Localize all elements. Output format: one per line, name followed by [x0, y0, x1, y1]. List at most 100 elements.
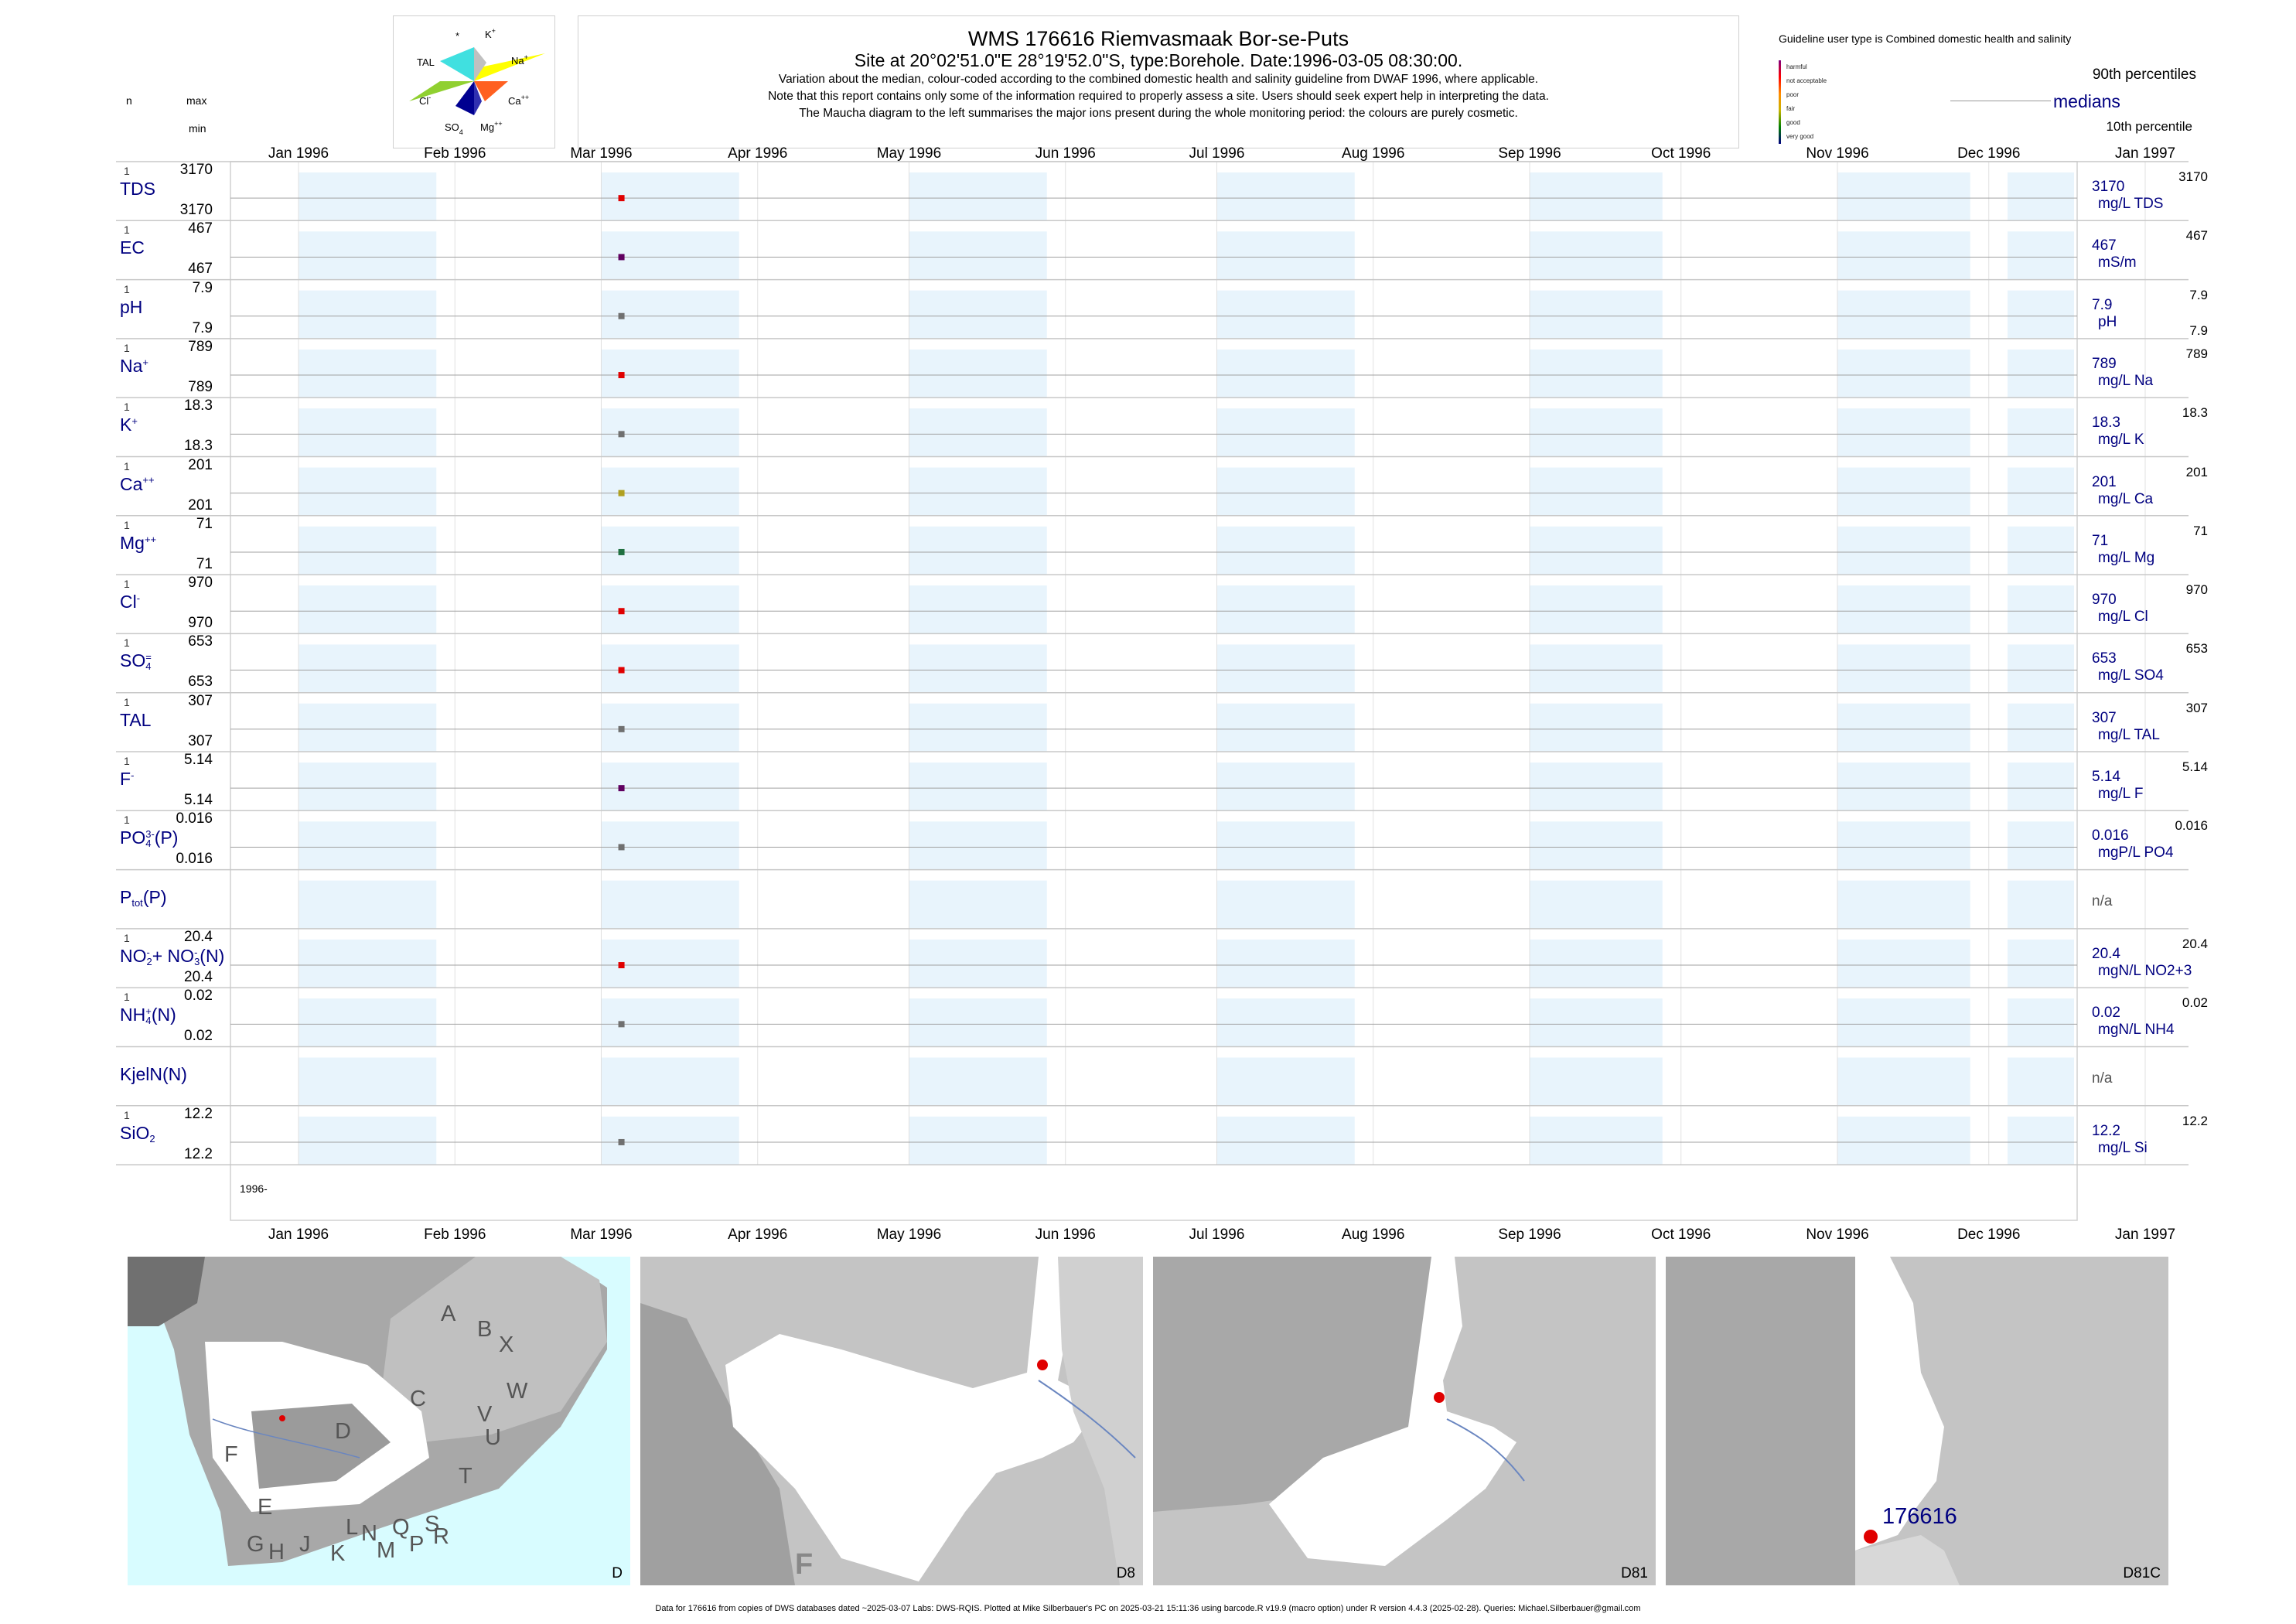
row-value-13: 20.4	[2092, 945, 2120, 962]
row-value-4: 18.3	[2092, 415, 2120, 432]
x-tick-label-bottom: Oct 1996	[1651, 1227, 1711, 1243]
month-band	[1216, 644, 1355, 693]
maucha-so4-wedge	[455, 81, 474, 115]
month-band	[1530, 408, 1663, 457]
month-band	[1837, 644, 1970, 693]
row-label-10: F-	[120, 769, 135, 789]
row-n-14: 1	[124, 991, 130, 1004]
maucha-tal-wedge	[440, 47, 474, 81]
x-tick-label-top: Jan 1997	[2115, 145, 2175, 162]
row-min-1: 467	[188, 261, 213, 278]
month-band	[1216, 1057, 1355, 1106]
data-point	[618, 312, 625, 319]
map-region-letter: A	[441, 1302, 456, 1326]
month-band	[299, 821, 437, 870]
maucha-na-label: Na+	[511, 53, 528, 67]
x-tick-label-bottom: Nov 1996	[1806, 1227, 1868, 1243]
row-p90-3: 789	[2185, 346, 2208, 361]
data-point	[618, 372, 625, 379]
row-n-13: 1	[124, 931, 130, 944]
data-point	[618, 962, 625, 969]
month-band	[909, 880, 1047, 929]
row-max-2: 7.9	[192, 279, 213, 296]
row-n-16: 1	[124, 1108, 130, 1121]
title-box: WMS 176616 Riemvasmaak Bor-se-Puts Site …	[578, 15, 1739, 148]
row-min-13: 20.4	[184, 968, 213, 985]
map-d8-label: D8	[1116, 1565, 1135, 1581]
row-p90-6: 71	[2193, 523, 2208, 538]
month-band	[1837, 231, 1970, 280]
data-point	[618, 725, 625, 732]
map-region-letter: G	[247, 1532, 264, 1557]
month-band	[2008, 644, 2074, 693]
month-band	[1216, 290, 1355, 339]
month-band	[2008, 526, 2074, 575]
row-n-11: 1	[124, 814, 130, 827]
map-region-letter: E	[258, 1495, 273, 1520]
month-band	[2008, 349, 2074, 398]
row-label-9: TAL	[120, 709, 152, 730]
title-note-3: The Maucha diagram to the left summarise…	[799, 107, 1518, 120]
month-band	[1530, 467, 1663, 516]
row-n-4: 1	[124, 401, 130, 414]
x-tick-label-top: May 1996	[877, 145, 941, 162]
header-max: max	[186, 94, 207, 107]
maucha-tal-label: TAL	[417, 56, 435, 68]
row-n-9: 1	[124, 695, 130, 708]
page-title: WMS 176616 Riemvasmaak Bor-se-Puts	[967, 27, 1349, 50]
row-n-1: 1	[124, 223, 130, 237]
month-band	[909, 467, 1047, 516]
row-p90-16: 12.2	[2182, 1113, 2208, 1128]
row-label-2: pH	[120, 296, 143, 317]
month-band	[1530, 703, 1663, 752]
month-band	[299, 349, 437, 398]
month-band	[2008, 408, 2074, 457]
month-band	[1837, 821, 1970, 870]
month-band	[909, 1057, 1047, 1106]
map-d81c-site-label: 176616	[1882, 1504, 1957, 1529]
x-tick-label-bottom: Jun 1996	[1035, 1227, 1096, 1243]
map-d81-svg	[1153, 1257, 1656, 1585]
month-band	[2008, 998, 2074, 1047]
row-label-7: Cl -	[120, 592, 141, 612]
data-point	[618, 195, 625, 202]
map-d81: D81	[1153, 1257, 1656, 1585]
month-band	[1216, 1116, 1355, 1165]
month-band	[2008, 703, 2074, 752]
row-label-0: TDS	[120, 179, 155, 199]
month-band	[1216, 703, 1355, 752]
x-tick-label-bottom: Aug 1996	[1342, 1227, 1404, 1243]
row-unit-5: mg/L Ca	[2098, 490, 2154, 507]
month-band	[1837, 526, 1970, 575]
map-d81c: 176616 D81C	[1666, 1257, 2168, 1585]
row-p90-5: 201	[2185, 464, 2208, 479]
month-band	[2008, 231, 2074, 280]
month-band	[1837, 939, 1970, 988]
row-max-16: 12.2	[184, 1105, 213, 1122]
row-p90-14: 0.02	[2182, 995, 2208, 1011]
month-band	[299, 526, 437, 575]
month-band	[299, 998, 437, 1047]
row-n-5: 1	[124, 459, 130, 473]
month-band	[909, 763, 1047, 811]
row-max-7: 970	[188, 575, 213, 592]
x-tick-label-top: Apr 1996	[728, 145, 787, 162]
map-region-letter: B	[477, 1317, 493, 1342]
month-band	[1837, 1116, 1970, 1165]
month-band	[2008, 1116, 2074, 1165]
maucha-cl-wedge	[409, 81, 474, 101]
map-d81c-label: D81C	[2123, 1565, 2161, 1581]
row-unit-0: mg/L TDS	[2098, 196, 2164, 212]
row-value-15: n/a	[2092, 1070, 2113, 1087]
row-p90-4: 18.3	[2182, 405, 2208, 421]
x-tick-label-bottom: Mar 1996	[570, 1227, 632, 1243]
month-band	[299, 703, 437, 752]
row-label-4: K +	[120, 415, 138, 435]
month-band	[2008, 821, 2074, 870]
row-n-2: 1	[124, 282, 130, 295]
row-unit-13: mgN/L NO2+3	[2098, 962, 2192, 979]
row-min-0: 3170	[179, 202, 213, 218]
row-p90-10: 5.14	[2182, 759, 2208, 774]
month-band	[1216, 998, 1355, 1047]
